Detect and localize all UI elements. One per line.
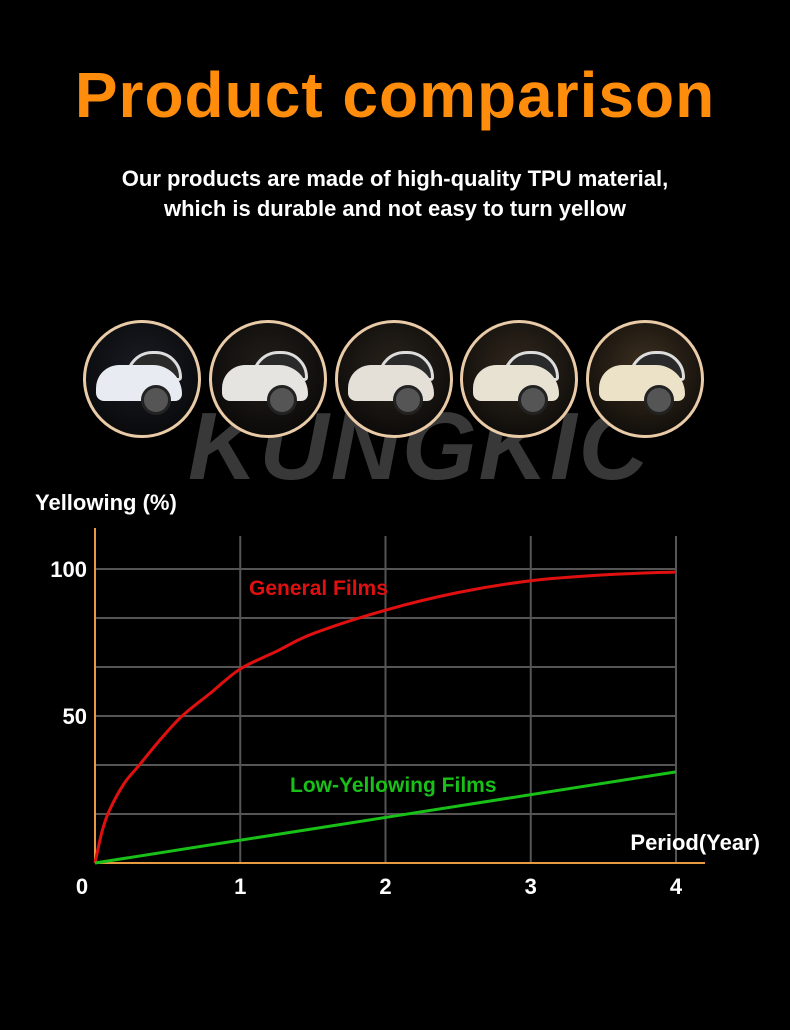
car-photo-4: [460, 320, 578, 438]
series-label: Low-Yellowing Films: [290, 774, 497, 797]
x-tick-label: 1: [234, 874, 246, 899]
page-title: Product comparison: [74, 59, 716, 131]
x-tick-label: 3: [525, 874, 537, 899]
car-photo-5: [586, 320, 704, 438]
series-label: General Films: [249, 577, 388, 600]
x-tick-label: 0: [76, 874, 88, 899]
x-axis-label: Period(Year): [630, 830, 760, 855]
y-tick-label: 50: [63, 704, 87, 729]
car-photo-1: [83, 320, 201, 438]
y-tick-label: 100: [50, 557, 87, 582]
y-axis-label: Yellowing (%): [35, 490, 177, 515]
car-photo-3: [335, 320, 453, 438]
series-line-low-yellowing-films: [94, 770, 677, 865]
car-photo-2: [209, 320, 327, 438]
x-tick-label: 2: [379, 874, 391, 899]
x-tick-label: 4: [670, 874, 683, 899]
subtitle-line-1: Our products are made of high-quality TP…: [121, 166, 669, 191]
series-line-general-films: [93, 570, 677, 864]
subtitle-line-2: which is durable and not easy to turn ye…: [163, 196, 627, 221]
